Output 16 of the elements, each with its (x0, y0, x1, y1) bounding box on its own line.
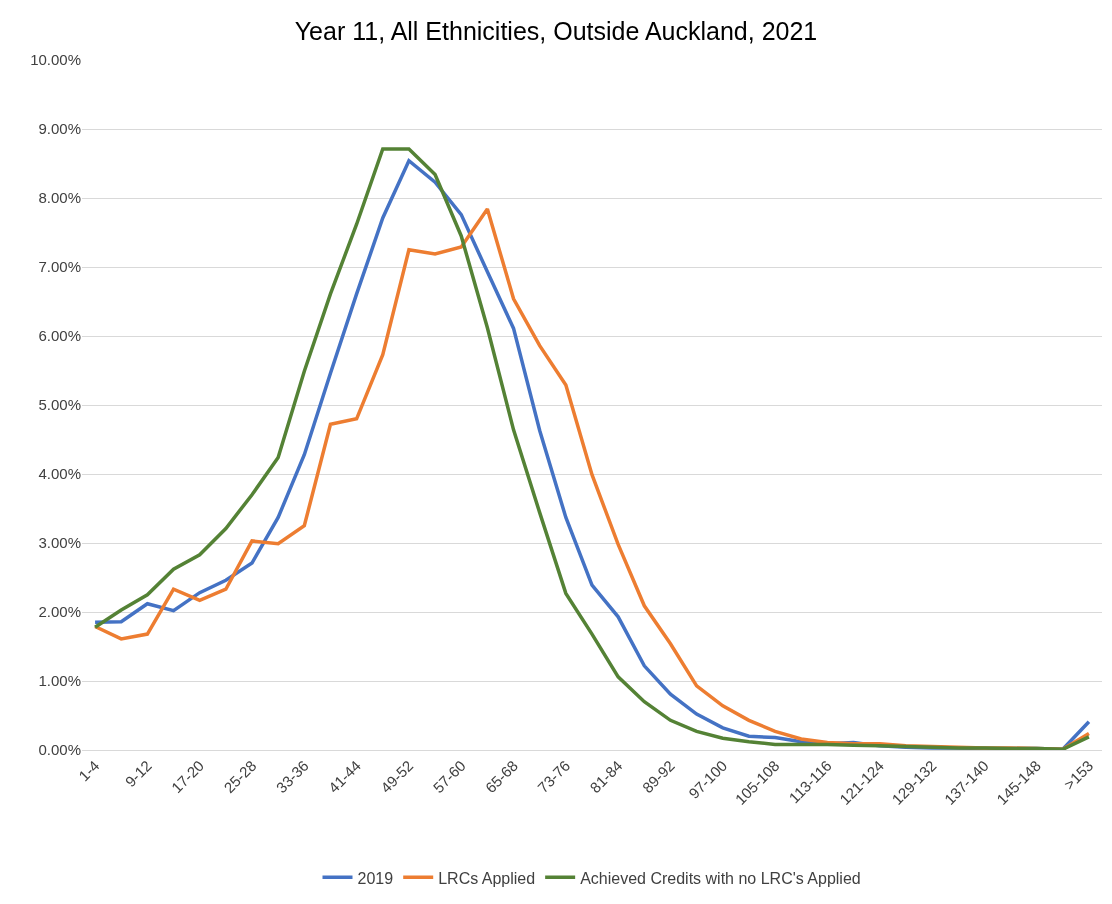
y-tick-label: 3.00% (38, 534, 81, 552)
y-tick-label: 7.00% (38, 258, 81, 276)
y-tick-label: 9.00% (38, 120, 81, 138)
legend-label: LRCs Applied (438, 869, 536, 887)
x-tick-label: 1-4 (75, 756, 103, 785)
y-tick-label: 4.00% (38, 465, 81, 483)
y-tick-label: 1.00% (38, 672, 81, 690)
y-tick-label: 8.00% (38, 189, 81, 207)
legend-label: Achieved Credits with no LRC's Applied (580, 869, 861, 887)
y-tick-label: 2.00% (38, 603, 81, 621)
y-tick-label: 5.00% (38, 396, 81, 414)
y-tick-label: 6.00% (38, 327, 81, 345)
legend-label: 2019 (357, 869, 394, 887)
chart-title: Year 11, All Ethnicities, Outside Auckland, 2021 (294, 17, 818, 46)
y-tick-label: 10.00% (30, 51, 81, 69)
y-tick-label: 0.00% (38, 741, 81, 759)
